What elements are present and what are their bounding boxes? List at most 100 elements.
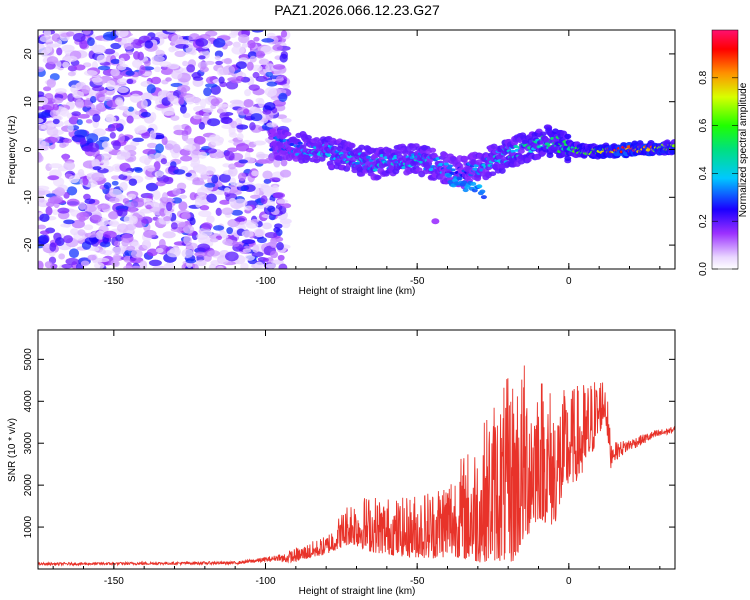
spectrogram-noise-blob (184, 125, 192, 135)
spectrogram-noise-blob (261, 38, 275, 43)
spectrogram-noise-blob (269, 250, 279, 259)
spectrogram-ridge (428, 168, 434, 172)
spectrogram-noise-blob (111, 122, 121, 129)
spectrogram-noise-blob (166, 249, 181, 258)
spectrogram-noise-blob (171, 70, 183, 80)
spectrogram-noise-blob (66, 198, 80, 207)
colorbar: 0.0 0.2 0.4 0.6 0.8 Normalized spectral ampl… (698, 29, 749, 276)
spectrogram-noise-blob (87, 254, 97, 261)
spectrogram-ridge (289, 142, 295, 147)
spectrogram-noise-blob (238, 221, 246, 230)
y-tick-label: 10 (23, 96, 34, 108)
spectrogram-noise-blob (164, 111, 176, 116)
colorbar-label: Normalized spectral amplitude (738, 82, 749, 217)
spectrogram-noise-blob (172, 143, 181, 154)
spectrogram-noise-blob (178, 221, 188, 228)
spectrogram-noise-blob (279, 169, 292, 178)
spectrogram-noise-blob (181, 248, 194, 258)
spectrogram-ridge (326, 153, 332, 157)
spectrogram-noise-blob (71, 111, 81, 117)
spectrogram-noise-blob (83, 224, 94, 231)
spectrogram-noise-blob (105, 127, 117, 132)
spectrogram-noise-blob (271, 259, 284, 265)
spectrogram-noise-blob (198, 55, 206, 60)
spectrogram-noise-blob (77, 229, 86, 236)
spectrogram-noise-blob (77, 169, 85, 177)
spectrogram-noise-blob (38, 118, 44, 124)
spectrogram-noise-blob (261, 222, 272, 230)
spectrogram-noise-blob (130, 39, 144, 49)
spectrogram-noise-blob (248, 84, 260, 91)
spectrogram-noise-blob (212, 225, 225, 231)
spectrogram-noise-blob (274, 80, 287, 86)
spectrogram-noise-blob (258, 58, 270, 66)
spectrogram-noise-blob (238, 159, 249, 164)
snr-axes: -150 -100 -50 0 1000 2000 3000 4000 5000 (23, 330, 675, 587)
spectrogram-noise-blob (200, 98, 207, 109)
spectrogram-noise-blob (123, 144, 137, 152)
spectrogram-noise-blob (91, 158, 100, 167)
spectrogram-noise-blob (38, 224, 47, 230)
spectrogram-noise-blob (143, 229, 157, 238)
spectrogram-noise-blob (84, 232, 98, 238)
spectrogram-noise-blob (92, 166, 102, 171)
spectrogram-noise-blob (216, 265, 224, 269)
spectrogram-noise-blob (255, 204, 267, 210)
x-tick-label: -100 (255, 276, 275, 287)
spectrogram-halo (539, 131, 547, 137)
spectrogram-noise-blob (105, 115, 117, 124)
spectrogram-halo (358, 144, 366, 151)
spectrogram-noise-blob (277, 254, 285, 261)
spectrogram-noise-blob (93, 262, 105, 269)
spectrogram-noise-blob (109, 132, 116, 139)
spectrogram-noise-blob (269, 239, 278, 248)
spectrogram-noise-blob (127, 205, 137, 213)
spectrogram-noise-blob (272, 192, 286, 199)
spectrogram-noise-blob (229, 99, 244, 105)
spectrogram-noise-blob (52, 118, 60, 125)
spectrogram-noise-blob (199, 33, 211, 40)
spectrogram-noise-blob (140, 92, 153, 102)
spectrogram-halo (274, 155, 282, 161)
y-tick-label: 20 (23, 48, 34, 60)
spectrogram-noise-blob (153, 161, 161, 171)
spectrogram-noise-blob (276, 199, 289, 204)
spectrogram-noise-blob (76, 212, 90, 221)
spectrogram-noise-blob (220, 116, 233, 124)
spectrogram-noise-blob (52, 97, 64, 104)
spectrogram-noise-blob (154, 134, 165, 140)
snr-ylabel: SNR (10 * v/v) (7, 418, 18, 482)
spectrogram-noise-blob (266, 81, 278, 87)
spectrogram-noise-blob (49, 195, 63, 204)
spectrogram-noise-blob (38, 112, 50, 118)
spectrogram-ridge (472, 167, 478, 171)
spectrogram-ridge (450, 168, 456, 172)
spectrogram-noise-blob (181, 212, 191, 220)
spectrogram-noise-blob (39, 35, 54, 43)
spectrogram-noise-blob (250, 113, 263, 122)
spectrogram-noise-blob (167, 63, 180, 70)
spectrogram-noise-blob (139, 260, 148, 269)
spectrogram-noise-blob (155, 143, 164, 154)
spectrogram-noise-blob (63, 192, 70, 199)
spectrogram-noise-blob (150, 76, 162, 85)
spectrogram-noise-blob (278, 263, 288, 269)
spectrogram-noise-blob (219, 173, 231, 183)
spectrogram-noise-blob (178, 201, 188, 211)
spectrogram-noise-blob (117, 86, 129, 94)
spectrogram-noise-blob (173, 124, 183, 130)
colorbar-tick-label: 0.8 (698, 70, 709, 84)
spectrogram-noise-blob (199, 66, 209, 73)
spectrogram-noise-blob (174, 50, 186, 58)
colorbar-tick-label: 0.6 (698, 118, 709, 132)
spectrogram-noise-blob (70, 228, 79, 236)
spectrogram-noise-blob (123, 43, 134, 50)
spectrogram-noise-blob (162, 231, 176, 239)
spectrogram-noise-blob (226, 227, 234, 235)
spectrogram-noise-blob (211, 174, 219, 184)
spectrogram-noise-blob (227, 147, 238, 153)
spectrogram-noise-blob (203, 87, 212, 97)
spectrogram-noise-blob (89, 95, 97, 104)
spectrogram-noise-blob (265, 63, 276, 73)
